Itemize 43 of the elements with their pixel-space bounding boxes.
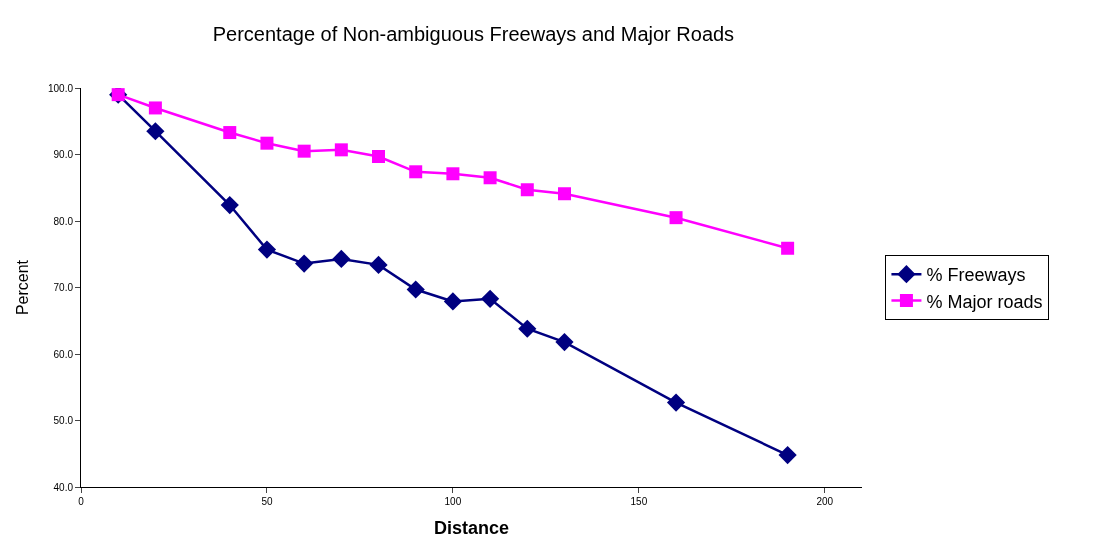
y-tick-label: 90.0 xyxy=(53,149,74,160)
x-tick-label: 50 xyxy=(261,496,273,507)
x-tick-label: 200 xyxy=(816,496,834,507)
y-tick-label: 80.0 xyxy=(53,215,74,227)
point xyxy=(223,126,237,140)
point xyxy=(481,289,500,308)
point xyxy=(443,292,462,311)
x-tick-label: 100 xyxy=(444,496,462,507)
point xyxy=(483,171,497,185)
point xyxy=(369,255,388,274)
legend-label: % Major roads xyxy=(926,291,1043,312)
point xyxy=(669,211,683,225)
y-tick-label: 100.0 xyxy=(47,82,74,94)
x-axis-title: Distance xyxy=(433,518,510,539)
point xyxy=(781,241,795,255)
point xyxy=(332,249,351,268)
point xyxy=(446,167,460,181)
point xyxy=(406,280,425,299)
point xyxy=(518,319,537,338)
point xyxy=(295,254,314,273)
point xyxy=(148,101,162,115)
y-tick-label: 40.0 xyxy=(53,481,74,493)
point xyxy=(520,183,534,197)
point xyxy=(409,165,423,179)
point xyxy=(220,195,239,215)
y-tick-label: 50.0 xyxy=(53,415,74,426)
point xyxy=(372,150,386,163)
y-axis-title: Percent xyxy=(13,259,31,316)
point xyxy=(555,332,574,352)
y-tick-label: 60.0 xyxy=(53,348,74,360)
point xyxy=(666,393,686,412)
point xyxy=(146,122,165,141)
point xyxy=(260,136,274,150)
x-tick-label: 150 xyxy=(630,496,648,507)
point xyxy=(257,240,277,259)
point xyxy=(778,445,797,465)
point xyxy=(334,143,348,157)
point xyxy=(297,144,311,158)
point xyxy=(557,187,571,201)
x-tick-label: 0 xyxy=(78,496,85,507)
chart-title: Percentage of Non-ambiguous Freeways and Major Roads xyxy=(212,23,735,46)
legend-label: % Freeways xyxy=(926,265,1026,286)
y-tick-label: 70.0 xyxy=(53,282,74,293)
